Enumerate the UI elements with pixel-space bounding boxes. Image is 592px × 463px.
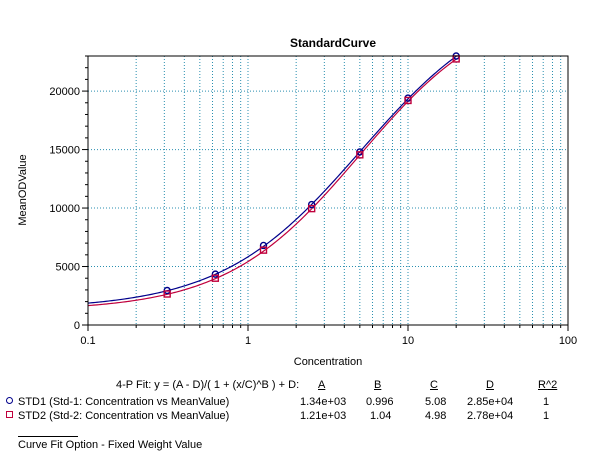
data-point-circle [307,200,316,209]
fit-value-r2: 1 [543,410,550,422]
data-point-square [211,274,220,282]
y-tick-label: 20000 [49,86,80,98]
data-point-square [307,204,316,213]
y-tick-label: 0 [74,320,80,332]
fit-value-d: 2.85e+04 [467,396,514,408]
fit-value-d: 2.78e+04 [467,410,514,422]
data-point-circle [259,241,268,250]
fit-row-std2: STD2 (Std-2: Concentration vs MeanValue)… [0,409,592,423]
fit-header-r2: R^2 [538,379,558,391]
fit-value-a: 1.21e+03 [300,410,347,422]
fit-value-c: 5.08 [425,396,447,408]
y-tick-label: 5000 [56,262,80,274]
fit-value-c: 4.98 [425,410,447,422]
x-tick-label: 100 [559,335,577,347]
fit-curve-line [87,58,457,307]
fit-curves [87,55,457,307]
fit-row-label: STD1 (Std-1: Concentration vs MeanValue) [18,396,230,408]
data-point-square [404,96,412,105]
standard-curve-chart: StandardCurve 0.1 1 10 100 0 5000 10000 15000 20… [17,36,577,368]
fit-row-label: STD2 (Std-2: Concentration vs MeanValue) [18,410,230,422]
data-points [163,52,460,298]
chart-title: StandardCurve [290,36,376,50]
fit-value-r2: 1 [543,396,550,408]
y-tick-label: 15000 [49,145,80,157]
fit-header-row: 4-P Fit: y = (A - D)/( 1 + (x/C)^B ) + D… [0,378,592,392]
fit-value-a: 1.34e+03 [300,396,347,408]
fit-header-c: C [430,379,438,391]
data-point-square [163,290,171,298]
x-tick-label: 0.1 [80,335,95,347]
fit-curve-line [87,55,457,304]
footer-divider [18,436,78,437]
axis-ticks: 0.1 1 10 100 0 5000 10000 15000 20000 [49,55,577,347]
curve-fit-option-note: Curve Fit Option - Fixed Weight Value [18,439,203,451]
circle-marker-icon [6,397,13,404]
fit-header-d: D [486,379,494,391]
data-point-square [259,246,268,254]
data-point-square [356,151,364,159]
fit-header-a: A [318,379,326,391]
y-axis-label: MeanODValue [17,154,29,225]
fit-row-std1: STD1 (Std-1: Concentration vs MeanValue)… [0,395,592,409]
fit-value-b: 1.04 [370,410,392,422]
data-point-circle [211,270,220,278]
fit-header-b: B [374,379,382,391]
fit-value-b: 0.996 [366,396,394,408]
square-marker-icon [6,411,13,418]
fit-equation: 4-P Fit: y = (A - D)/( 1 + (x/C)^B ) + D… [116,379,300,391]
x-tick-label: 1 [245,335,251,347]
plot-frame [87,55,569,326]
x-axis-label: Concentration [294,356,363,368]
y-tick-label: 10000 [49,203,80,215]
x-tick-label: 10 [402,335,414,347]
grid-lines [88,56,568,325]
